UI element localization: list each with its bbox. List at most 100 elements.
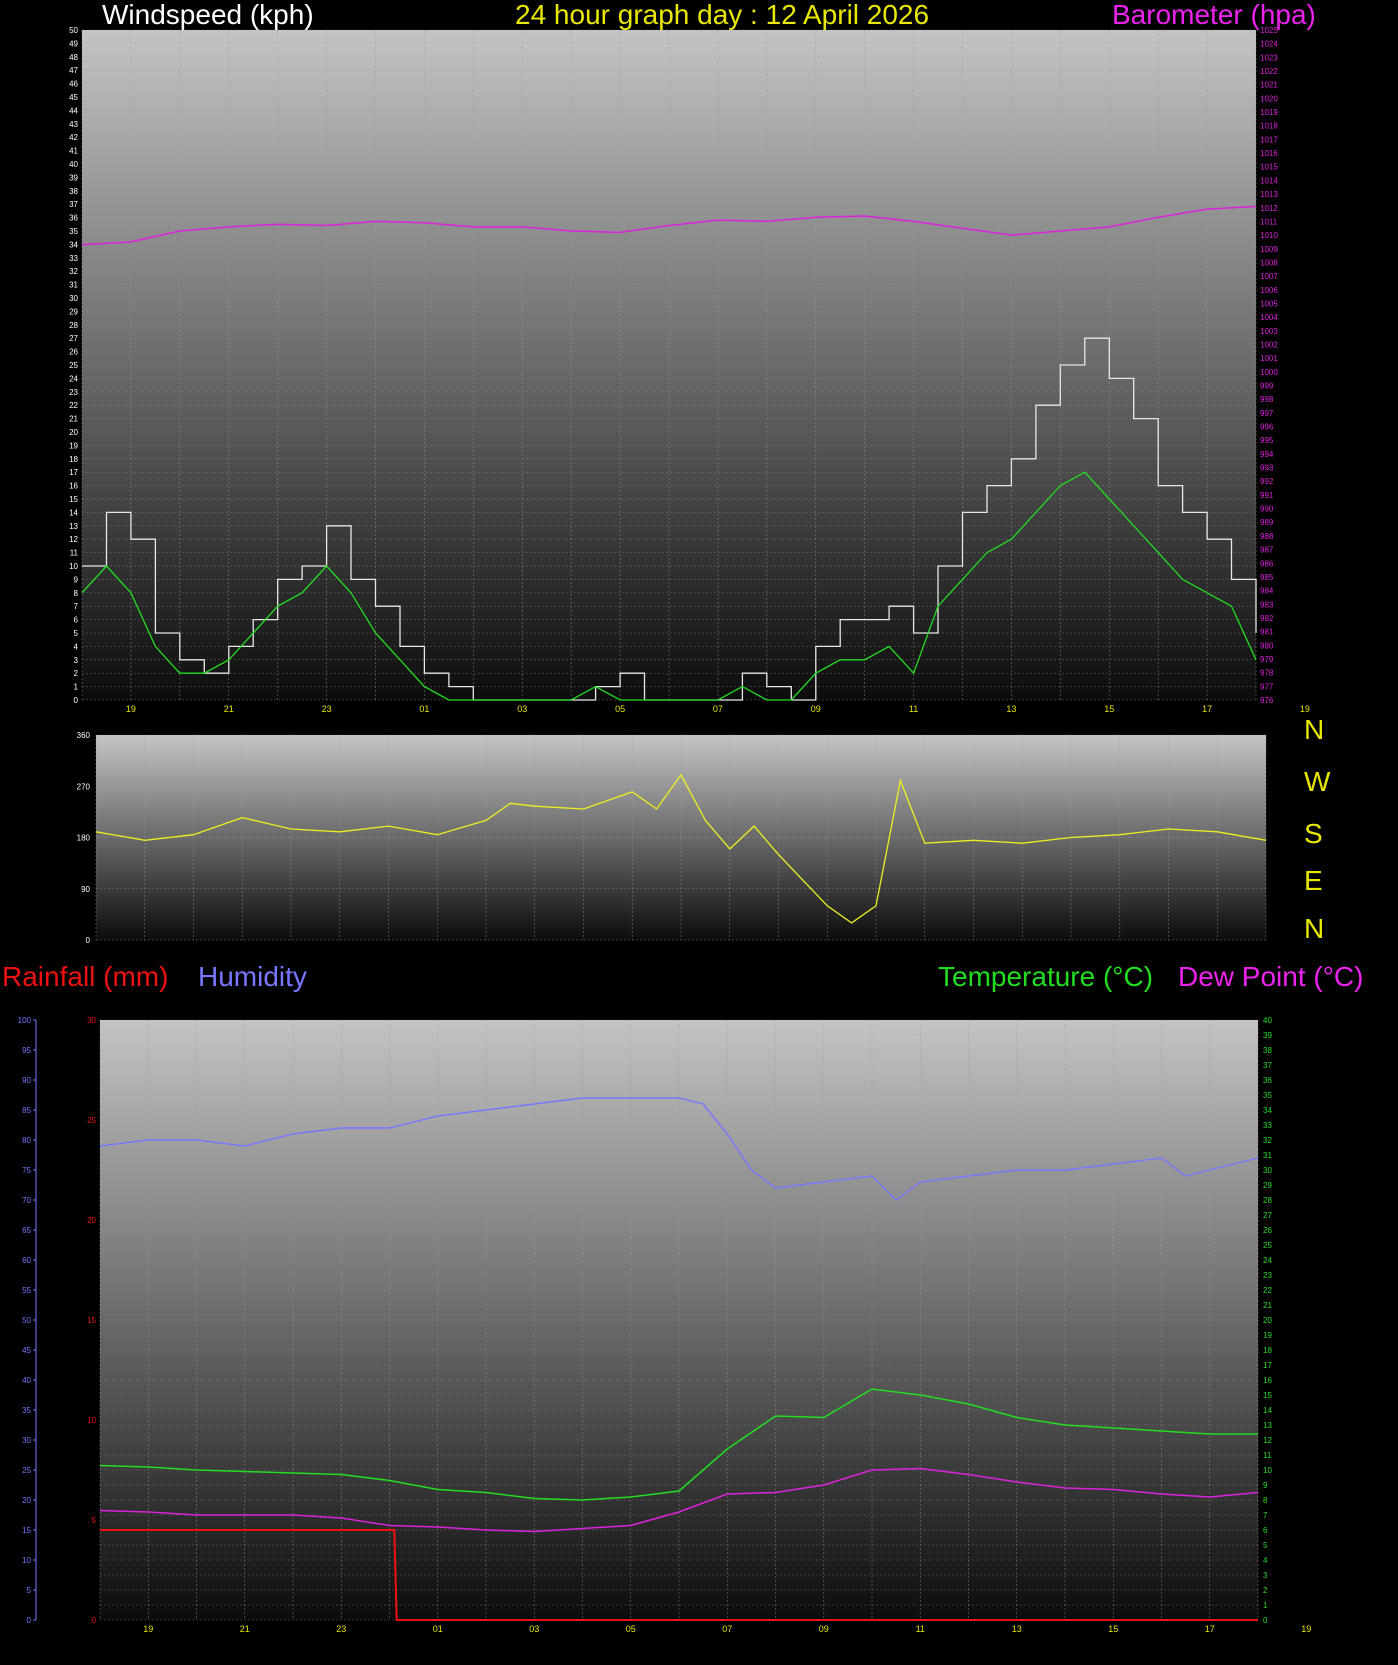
temperature-y-tick-label: 26 xyxy=(1263,1226,1272,1235)
barometer-y-tick-label: 1007 xyxy=(1260,272,1278,281)
wind-direction-panel: 0 90 180 270 360 xyxy=(77,731,1267,945)
barometer-title: Barometer (hpa) xyxy=(1112,0,1316,30)
barometer-y-tick-label: 986 xyxy=(1260,559,1274,568)
wind-y-tick-label: 8 xyxy=(74,589,79,598)
wind-y-tick-label: 45 xyxy=(69,93,78,102)
rainfall-y-tick-label: 30 xyxy=(87,1016,96,1025)
wind-y-tick-label: 35 xyxy=(69,227,78,236)
temperature-y-tick-label: 15 xyxy=(1263,1391,1272,1400)
barometer-y-tick-label: 1013 xyxy=(1260,190,1278,199)
barometer-y-tick-label: 989 xyxy=(1260,518,1274,527)
wind-y-tick-label: 10 xyxy=(69,562,78,571)
lower-x-tick-label: 15 xyxy=(1108,1624,1118,1634)
barometer-y-tick-label: 1018 xyxy=(1260,122,1278,131)
wind-x-tick-label: 19 xyxy=(1300,704,1310,714)
barometer-y-tick-label: 980 xyxy=(1260,641,1274,650)
lower-x-tick-label: 19 xyxy=(1301,1624,1311,1634)
barometer-y-tick-label: 1004 xyxy=(1260,313,1278,322)
barometer-y-tick-label: 982 xyxy=(1260,614,1274,623)
wind-y-tick-label: 3 xyxy=(74,656,79,665)
wind-y-tick-label: 24 xyxy=(69,374,78,383)
wind-x-tick-label: 07 xyxy=(713,704,723,714)
wind-y-tick-label: 36 xyxy=(69,214,78,223)
barometer-y-tick-label: 1025 xyxy=(1260,26,1278,35)
wind-y-tick-label: 19 xyxy=(69,441,78,450)
humidity-y-tick-label: 30 xyxy=(22,1436,31,1445)
humidity-y-tick-label: 0 xyxy=(27,1616,32,1625)
wind-y-tick-label: 2 xyxy=(74,669,79,678)
barometer-y-tick-label: 987 xyxy=(1260,546,1274,555)
wind-y-tick-label: 43 xyxy=(69,120,78,129)
barometer-series-line xyxy=(81,205,1257,246)
wind-y-tick-label: 18 xyxy=(69,455,78,464)
temperature-y-tick-label: 27 xyxy=(1263,1211,1272,1220)
wind-y-tick-label: 7 xyxy=(74,602,79,611)
temperature-y-tick-label: 10 xyxy=(1263,1466,1272,1475)
temperature-y-tick-label: 31 xyxy=(1263,1151,1272,1160)
wind-x-tick-label: 21 xyxy=(224,704,234,714)
barometer-y-tick-label: 1021 xyxy=(1260,81,1278,90)
humidity-y-tick-label: 60 xyxy=(22,1256,31,1265)
barometer-y-tick-label: 1008 xyxy=(1260,258,1278,267)
lower-x-tick-label: 09 xyxy=(819,1624,829,1634)
temperature-y-tick-label: 34 xyxy=(1263,1106,1272,1115)
humidity-series-line xyxy=(99,1097,1259,1201)
barometer-y-tick-label: 976 xyxy=(1260,696,1274,705)
humidity-y-tick-label: 80 xyxy=(22,1136,31,1145)
gust-series-line xyxy=(82,337,1257,701)
wind-y-tick-label: 25 xyxy=(69,361,78,370)
barometer-y-tick-label: 1016 xyxy=(1260,149,1278,158)
wind-x-tick-label: 11 xyxy=(909,704,918,714)
temperature-y-tick-label: 23 xyxy=(1263,1271,1272,1280)
lower-x-tick-label: 21 xyxy=(240,1624,250,1634)
humidity-y-tick-label: 90 xyxy=(22,1076,31,1085)
dewpoint-title: Dew Point (°C) xyxy=(1178,961,1364,992)
wind-x-tick-label: 05 xyxy=(615,704,625,714)
wind-y-tick-label: 1 xyxy=(74,683,79,692)
temperature-y-tick-label: 12 xyxy=(1263,1436,1272,1445)
temperature-y-tick-label: 5 xyxy=(1263,1541,1268,1550)
humidity-y-tick-label: 55 xyxy=(22,1286,31,1295)
wind-y-tick-label: 14 xyxy=(69,508,78,517)
rainfall-y-tick-label: 5 xyxy=(92,1516,97,1525)
temperature-y-tick-label: 1 xyxy=(1263,1601,1268,1610)
temperature-y-tick-label: 20 xyxy=(1263,1316,1272,1325)
lower-x-tick-label: 05 xyxy=(626,1624,636,1634)
wind-y-tick-label: 15 xyxy=(69,495,78,504)
wind-y-tick-label: 23 xyxy=(69,388,78,397)
barometer-y-tick-label: 1023 xyxy=(1260,53,1278,62)
wind-y-tick-label: 46 xyxy=(69,80,78,89)
average-wind-series-line xyxy=(81,471,1257,701)
humidity-y-tick-label: 85 xyxy=(22,1106,31,1115)
humidity-y-tick-label: 25 xyxy=(22,1466,31,1475)
barometer-y-tick-label: 1024 xyxy=(1260,40,1278,49)
wind-y-tick-label: 9 xyxy=(74,575,79,584)
compass-letter-n-bottom: N xyxy=(1304,913,1325,944)
direction-y-tick-label: 0 xyxy=(86,936,91,945)
wind-y-tick-label: 20 xyxy=(69,428,78,437)
barometer-y-tick-label: 1012 xyxy=(1260,204,1278,213)
wind-y-tick-label: 48 xyxy=(69,53,78,62)
temperature-y-tick-label: 19 xyxy=(1263,1331,1272,1340)
barometer-y-tick-label: 998 xyxy=(1260,395,1274,404)
lower-x-tick-label: 01 xyxy=(433,1624,443,1634)
temperature-y-tick-label: 0 xyxy=(1263,1616,1268,1625)
wind-y-tick-label: 34 xyxy=(69,240,78,249)
temperature-y-tick-label: 11 xyxy=(1263,1451,1272,1460)
humidity-y-tick-label: 70 xyxy=(22,1196,31,1205)
humidity-y-tick-label: 10 xyxy=(22,1556,31,1565)
barometer-y-tick-label: 1022 xyxy=(1260,67,1278,76)
humidity-y-tick-label: 35 xyxy=(22,1406,31,1415)
barometer-y-tick-label: 1001 xyxy=(1260,354,1278,363)
temperature-y-tick-label: 3 xyxy=(1263,1571,1268,1580)
rainfall-y-tick-label: 20 xyxy=(87,1216,96,1225)
barometer-y-tick-label: 1010 xyxy=(1260,231,1278,240)
temperature-y-tick-label: 32 xyxy=(1263,1136,1272,1145)
barometer-y-tick-label: 978 xyxy=(1260,669,1274,678)
temperature-y-tick-label: 38 xyxy=(1263,1046,1272,1055)
wind-y-tick-label: 13 xyxy=(69,522,78,531)
barometer-y-tick-label: 1014 xyxy=(1260,176,1278,185)
humidity-y-tick-label: 20 xyxy=(22,1496,31,1505)
humidity-y-tick-label: 95 xyxy=(22,1046,31,1055)
humidity-y-tick-label: 45 xyxy=(22,1346,31,1355)
